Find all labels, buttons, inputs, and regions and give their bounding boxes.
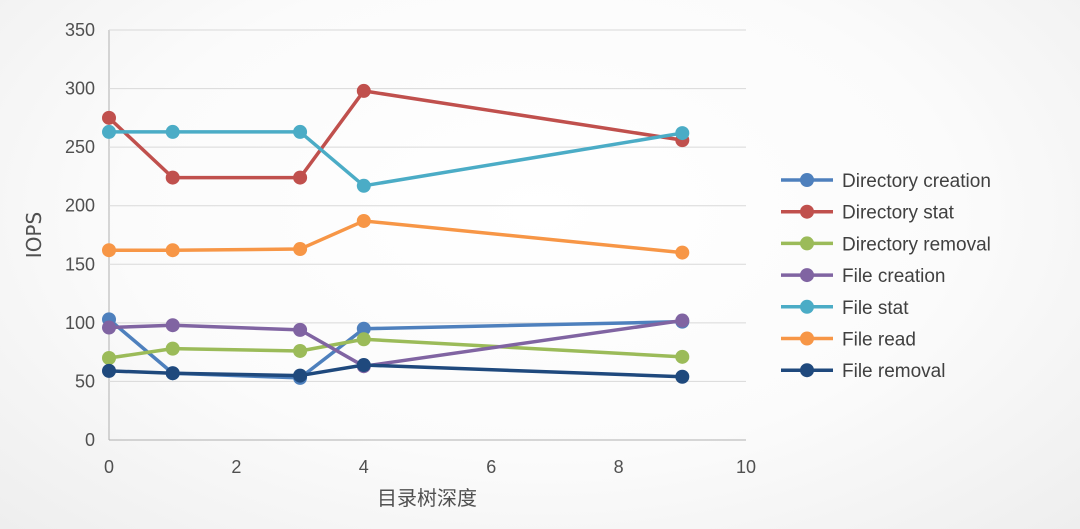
x-axis-title: 目录树深度 [377,486,477,510]
series-directory-stat [102,83,690,185]
data-point [102,124,116,139]
legend-swatch-marker [800,331,814,346]
legend-label: File stat [842,298,909,319]
data-point [356,332,371,347]
data-point [675,313,690,328]
data-point [293,368,308,383]
legend-item: File read [781,330,916,351]
series-line [107,219,685,255]
legend-item: File removal [781,361,945,382]
data-point [293,322,308,337]
data-point [293,170,308,185]
data-point [293,242,308,257]
data-point [102,110,116,125]
x-tick-label: 4 [359,457,369,477]
legend-swatch-marker [800,173,814,187]
legend-item: Directory stat [781,203,955,224]
data-point [165,170,180,185]
legend-item: Directory removal [781,234,991,255]
y-tick-label: 300 [65,79,95,99]
legend-item: Directory creation [781,171,991,192]
data-point [293,124,308,139]
y-tick-label: 350 [65,20,95,40]
x-tick-label: 8 [614,457,624,477]
legend-label: File read [842,330,916,351]
data-point [675,245,690,260]
data-point [165,366,180,381]
y-axis-title: IOPS [22,212,46,258]
data-point [675,126,690,141]
data-point [356,321,371,336]
x-tick-label: 0 [104,457,114,477]
series-directory-removal [102,332,690,365]
data-point [356,213,371,228]
legend-item: File creation [781,266,946,287]
y-tick-label: 50 [75,371,95,391]
legend-swatch-marker [800,299,814,314]
x-tick-label: 6 [486,457,496,477]
data-point [165,341,180,356]
x-tick-label: 2 [231,457,241,477]
legend: Directory creation Directory stat Director… [781,171,991,382]
y-tick-label: 100 [65,313,95,333]
legend-label: Directory creation [842,171,991,192]
data-point [675,349,690,364]
gridlines [109,29,746,382]
series-file-read [102,213,690,260]
series-layer [102,83,690,385]
y-tick-label: 0 [85,430,95,450]
data-point [102,363,116,378]
data-point [356,83,371,98]
data-point [356,178,371,193]
series-line [107,363,685,379]
series-line [107,337,685,360]
legend-label: File creation [842,266,946,287]
y-tick-label: 200 [65,196,95,216]
series-file-stat [102,124,690,193]
series-line [107,89,685,180]
x-axis-ticks: 0 2 4 6 8 10 [104,457,756,477]
legend-label: Directory stat [842,203,955,224]
plot-area [108,30,746,441]
legend-label: Directory removal [842,234,991,255]
data-point [165,124,180,139]
legend-item: File stat [781,298,909,319]
data-point [102,320,116,335]
x-tick-label: 10 [736,457,756,477]
y-axis-ticks: 0 50 100 150 200 250 300 350 [65,20,95,450]
series-file-removal [102,358,690,384]
data-point [102,243,116,258]
legend-swatch-marker [800,268,814,283]
legend-swatch-marker [800,363,814,378]
legend-swatch-marker [800,204,814,219]
y-tick-label: 250 [65,137,95,157]
legend-swatch-marker [800,236,814,251]
data-point [165,243,180,258]
data-point [293,343,308,358]
legend-label: File removal [842,361,945,382]
data-point [165,318,180,333]
data-point [102,351,116,365]
y-tick-label: 150 [65,254,95,274]
data-point [675,369,690,384]
data-point [356,358,371,373]
